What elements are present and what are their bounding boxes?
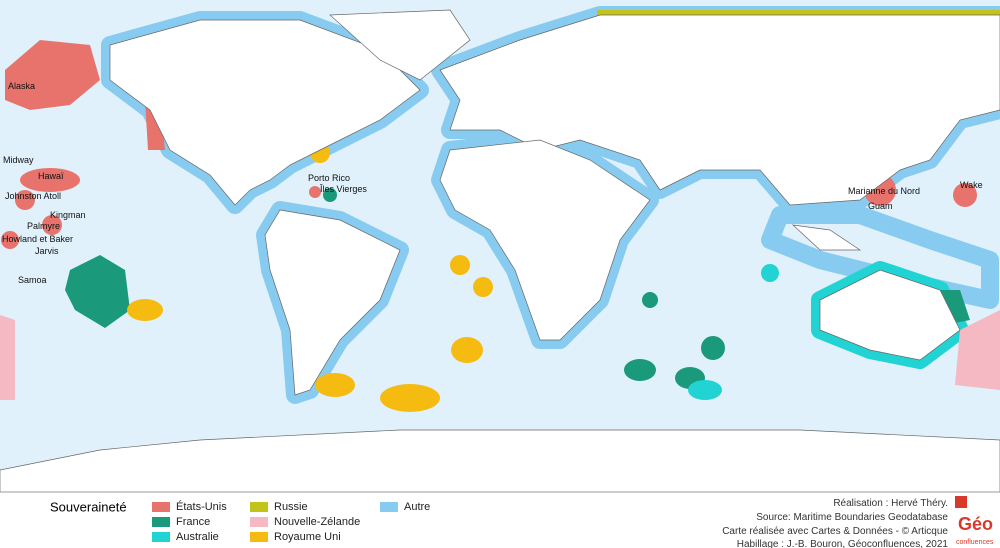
legend-swatch <box>250 532 268 542</box>
zone <box>642 292 658 308</box>
zone <box>450 255 470 275</box>
legend-swatch <box>250 502 268 512</box>
indonesia <box>791 224 862 251</box>
zone <box>1 231 19 249</box>
africa <box>439 139 651 341</box>
legend-label: Russie <box>274 501 308 513</box>
legend-swatch <box>152 517 170 527</box>
zone <box>761 264 779 282</box>
zone <box>15 190 35 210</box>
zone <box>473 277 493 297</box>
logo-mark <box>955 496 967 508</box>
zone <box>380 384 440 412</box>
zone <box>0 315 15 400</box>
place-label: Îles Vierges <box>319 184 367 194</box>
legend-label: États-Unis <box>176 500 227 513</box>
zone <box>65 255 130 328</box>
place-label: Palmyre <box>27 221 60 231</box>
place-label: Porto Rico <box>308 173 350 183</box>
place-label: Hawaï <box>38 171 64 181</box>
zone <box>42 215 62 235</box>
place-label: Samoa <box>18 275 47 285</box>
zone <box>451 337 483 363</box>
south-america <box>264 209 401 396</box>
legend-label: Nouvelle-Zélande <box>274 516 360 528</box>
place-label: Marianne du Nord <box>848 186 920 196</box>
legend-label: Australie <box>176 531 219 543</box>
place-label: Kingman <box>50 210 86 220</box>
credit: Carte réalisée avec Cartes & Données - ©… <box>722 526 948 537</box>
place-label: Howland et Baker <box>2 234 73 244</box>
legend-swatch <box>152 532 170 542</box>
legend-label: Autre <box>404 501 430 513</box>
place-label: Guam <box>868 201 893 211</box>
zone <box>315 373 355 397</box>
place-label: Wake <box>960 180 983 190</box>
legend-label: France <box>176 516 210 528</box>
map-labels: Alaska Midway Hawaï Johnston Atoll Kingm… <box>2 81 983 285</box>
legend-label: Royaume Uni <box>274 531 341 543</box>
zone <box>953 183 977 207</box>
legend-swatch <box>380 502 398 512</box>
zone <box>701 336 725 360</box>
credit: Source: Maritime Boundaries Geodatabase <box>756 512 948 523</box>
legend-title: Souveraineté <box>50 499 127 514</box>
place-label: Jarvis <box>35 246 59 256</box>
north-america <box>109 19 421 206</box>
place-label: Midway <box>3 155 34 165</box>
place-label: Johnston Atoll <box>5 191 61 201</box>
credit: Réalisation : Hervé Théry. <box>833 498 948 509</box>
zone <box>761 206 999 309</box>
logo-subtext: confluences <box>956 539 994 546</box>
legend: États-Unis France Australie Russie Nouvelle-… <box>152 500 430 543</box>
legend-swatch <box>152 502 170 512</box>
logo-text: Géo <box>958 514 993 534</box>
zone <box>127 299 163 321</box>
place-label: Alaska <box>8 81 35 91</box>
zone <box>624 359 656 381</box>
australia <box>819 269 961 361</box>
zone <box>955 310 1000 390</box>
zone <box>20 168 80 192</box>
zone <box>309 186 321 198</box>
greenland <box>329 9 471 81</box>
legend-swatch <box>250 517 268 527</box>
zone <box>688 380 722 400</box>
land <box>0 9 1000 493</box>
zone <box>5 40 100 110</box>
credit: Habillage : J.-B. Bouron, Géoconfluences… <box>737 539 949 548</box>
zone <box>323 188 337 202</box>
eurasia <box>439 14 1000 206</box>
